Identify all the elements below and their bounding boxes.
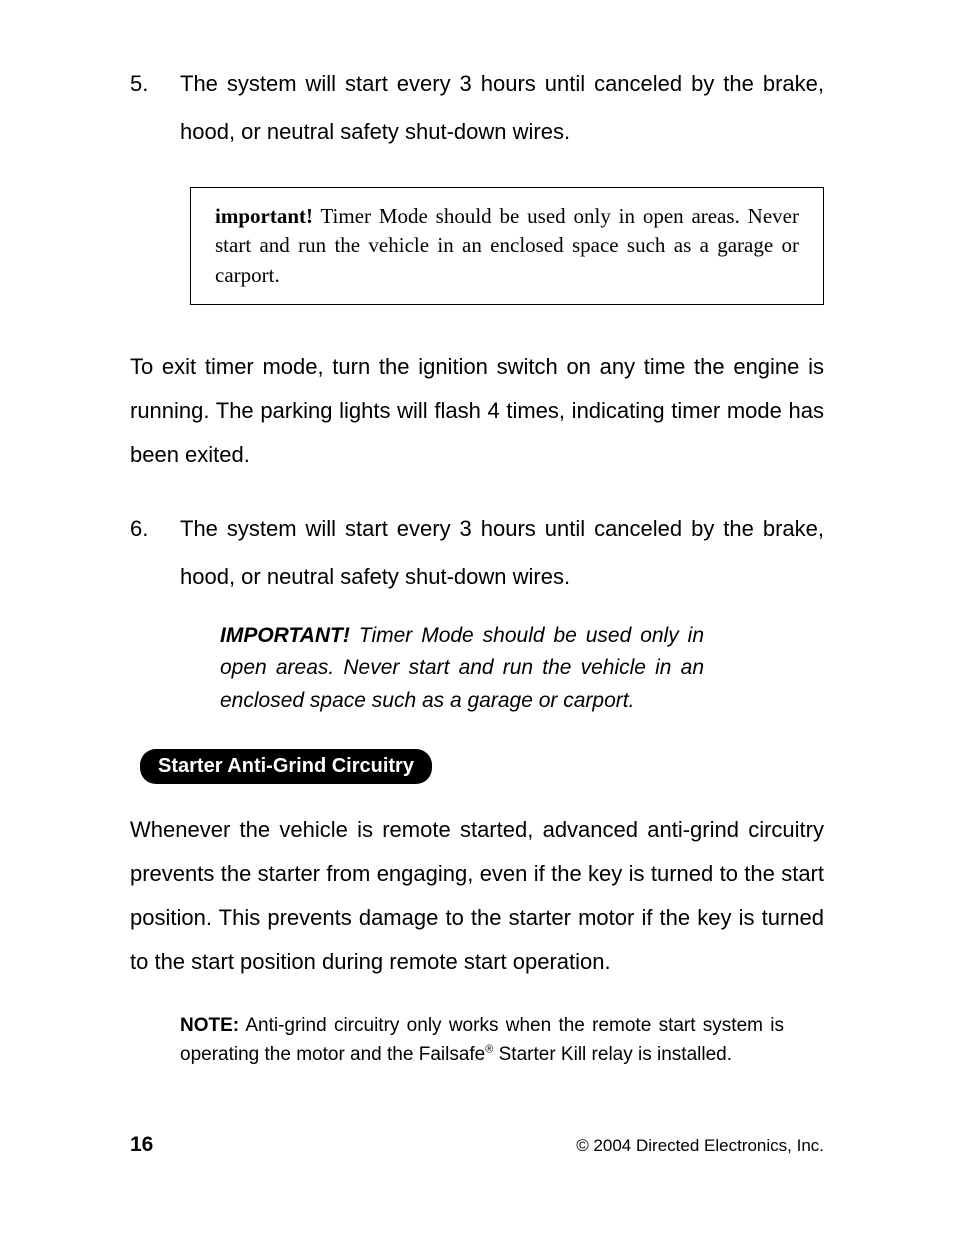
page-number: 16 [130,1133,153,1157]
list-number: 5. [130,60,180,157]
note-text-post: Starter Kill relay is installed. [493,1044,732,1065]
important-callout-box: important! Timer Mode should be used onl… [190,187,824,305]
list-text: The system will start every 3 hours unti… [180,505,824,602]
important-label: important! [215,204,313,228]
important-inset: IMPORTANT! Timer Mode should be used onl… [220,620,704,718]
manual-page: 5. The system will start every 3 hours u… [0,0,954,1235]
section-heading-pill: Starter Anti-Grind Circuitry [140,749,432,784]
note-block: NOTE: Anti-grind circuitry only works wh… [180,1012,784,1069]
important-inset-label: IMPORTANT! [220,624,350,647]
antigrind-paragraph: Whenever the vehicle is remote started, … [130,808,824,984]
exit-timer-paragraph: To exit timer mode, turn the ignition sw… [130,345,824,477]
page-footer: 16 © 2004 Directed Electronics, Inc. [130,1133,824,1157]
list-item-6: 6. The system will start every 3 hours u… [130,505,824,602]
copyright-text: © 2004 Directed Electronics, Inc. [576,1136,824,1156]
list-text: The system will start every 3 hours unti… [180,60,824,157]
list-item-5: 5. The system will start every 3 hours u… [130,60,824,157]
list-number: 6. [130,505,180,602]
note-label: NOTE: [180,1015,239,1036]
